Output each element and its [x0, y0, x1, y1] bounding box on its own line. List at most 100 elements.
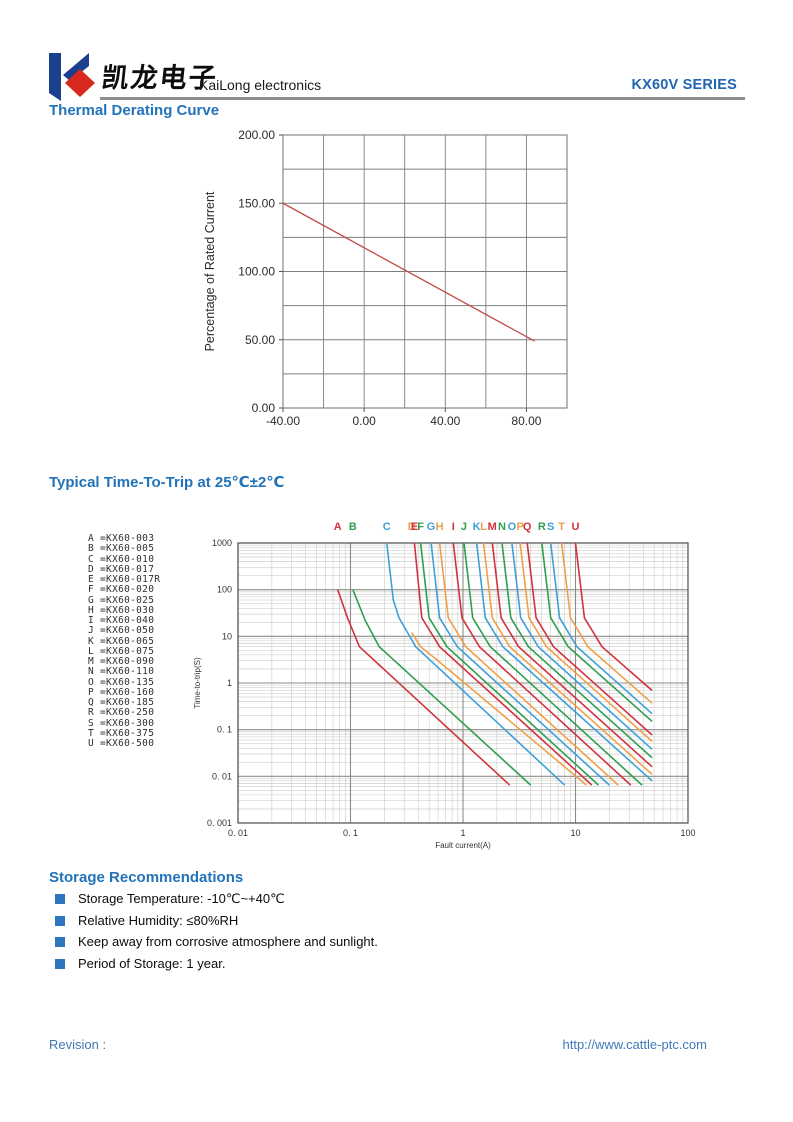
bullet-square-icon: [55, 958, 65, 969]
bullet-square-icon: [55, 915, 65, 926]
curve-letter-T: T: [558, 521, 565, 533]
svg-text:200.00: 200.00: [238, 128, 275, 142]
grid: [282, 134, 568, 409]
legend-item-O: O =KX60-135: [88, 676, 155, 688]
legend-item-F: F =KX60-020: [88, 584, 155, 596]
legend-item-N: N =KX60-110: [88, 666, 155, 678]
curve-letter-G: G: [427, 521, 436, 533]
curve-letter-E: E: [411, 521, 418, 533]
trip-curve-B: [352, 589, 532, 786]
svg-text:50.00: 50.00: [245, 333, 275, 347]
curve-letter-U: U: [572, 521, 580, 533]
storage-item: Keep away from corrosive atmosphere and …: [55, 934, 655, 956]
curve-letter-B: B: [349, 521, 357, 533]
svg-text:1: 1: [227, 678, 232, 688]
trip-curve-J: [463, 542, 643, 786]
trip-curve-F: [419, 542, 600, 786]
legend-item-U: U =KX60-500: [88, 738, 155, 749]
logo-k-stem: [49, 53, 61, 101]
y-axis-title: Percentage of Rated Current: [203, 191, 217, 351]
svg-text:0.00: 0.00: [352, 414, 376, 428]
svg-text:-40.00: -40.00: [266, 414, 300, 428]
svg-text:1: 1: [460, 828, 465, 838]
curve-letter-S: S: [547, 521, 554, 533]
trip-curve-D: [411, 632, 587, 786]
curve-letter-O: O: [508, 521, 517, 533]
legend-item-A: A =KX60-003: [88, 533, 155, 544]
svg-text:0.00: 0.00: [252, 401, 276, 415]
plot-border: [237, 542, 689, 824]
trip-curve-C: [385, 542, 566, 786]
svg-text:40.00: 40.00: [430, 414, 460, 428]
storage-item: Relative Humidity: ≤80%RH: [55, 913, 655, 935]
storage-item-text: Period of Storage: 1 year.: [78, 955, 226, 971]
storage-item-text: Relative Humidity: ≤80%RH: [78, 912, 239, 928]
curve-letter-labels: A B C DE F G H I J K L M N O P Q R S T U: [334, 521, 580, 533]
legend-item-R: R =KX60-250: [88, 707, 155, 719]
legend-item-E: E =KX60-017R: [88, 574, 161, 585]
svg-text:150.00: 150.00: [238, 196, 275, 210]
trip-curve-U: [574, 542, 653, 692]
trip-curve-A: [336, 589, 511, 786]
svg-text:0. 01: 0. 01: [228, 828, 248, 838]
curve-letter-R: R: [538, 521, 546, 533]
curve-letter-M: M: [488, 521, 497, 533]
legend-item-K: K =KX60-065: [88, 635, 155, 647]
svg-text:10: 10: [570, 828, 580, 838]
svg-text:80.00: 80.00: [511, 414, 541, 428]
y-axis-title: Time-to-trip(S): [193, 657, 202, 709]
trip-curve-P: [519, 542, 653, 742]
curve-letter-C: C: [383, 521, 391, 533]
trip-curve-E: [413, 542, 593, 786]
trip-curve-R: [541, 542, 653, 722]
storage-item: Period of Storage: 1 year.: [55, 956, 655, 978]
trip-curve-I: [452, 542, 632, 786]
bullet-square-icon: [55, 937, 65, 947]
trip-curve-S: [549, 542, 653, 715]
bullet-square-icon: [55, 894, 65, 904]
thermal-derating-title: Thermal Derating Curve: [49, 102, 220, 119]
series-label: KX60V SERIES: [631, 77, 737, 93]
revision-label: Revision :: [49, 1037, 107, 1052]
logo-k-arm: [63, 53, 89, 81]
trip-curve-T: [560, 542, 653, 704]
svg-text:100: 100: [217, 585, 232, 595]
trip-curve-K: [475, 542, 653, 782]
legend-item-T: T =KX60-375: [88, 727, 155, 739]
svg-text:1000: 1000: [212, 538, 232, 548]
legend-item-M: M =KX60-090: [88, 656, 155, 667]
svg-text:0. 001: 0. 001: [207, 818, 232, 828]
svg-text:0. 1: 0. 1: [343, 828, 358, 838]
svg-text:100: 100: [680, 828, 695, 838]
x-axis-title: Fault current(A): [435, 841, 491, 850]
trip-curve-L: [482, 542, 653, 775]
trip-curve-N: [501, 542, 653, 759]
curve-letter-D: D: [408, 521, 416, 533]
storage-list: Storage Temperature: -10℃~+40℃ Relative H…: [55, 891, 655, 977]
trip-curves: [336, 542, 653, 786]
curve-letter-K: K: [473, 521, 481, 533]
curve-letter-N: N: [498, 521, 506, 533]
legend-item-Q: Q =KX60-185: [88, 697, 155, 708]
svg-text:0. 1: 0. 1: [217, 725, 232, 735]
kailong-logo: [49, 53, 95, 101]
trip-curve-M: [491, 542, 653, 768]
website-url: http://www.cattle-ptc.com: [562, 1037, 708, 1052]
svg-text:10: 10: [222, 631, 232, 641]
trip-curve-legend: A =KX60-003 B =KX60-005 C =KX60-010 D =KX60…: [88, 533, 161, 749]
curve-letter-J: J: [461, 521, 467, 533]
company-name-english: KaiLong electronics: [199, 77, 322, 93]
curve-letter-L: L: [480, 521, 487, 533]
legend-item-H: H =KX60-030: [88, 604, 155, 616]
legend-item-P: P =KX60-160: [88, 686, 155, 698]
legend-item-J: J =KX60-050: [88, 625, 155, 637]
header-divider: [100, 97, 745, 100]
curve-letter-P: P: [516, 521, 523, 533]
storage-recommendations-title: Storage Recommendations: [49, 869, 244, 886]
legend-item-L: L =KX60-075: [88, 645, 155, 657]
